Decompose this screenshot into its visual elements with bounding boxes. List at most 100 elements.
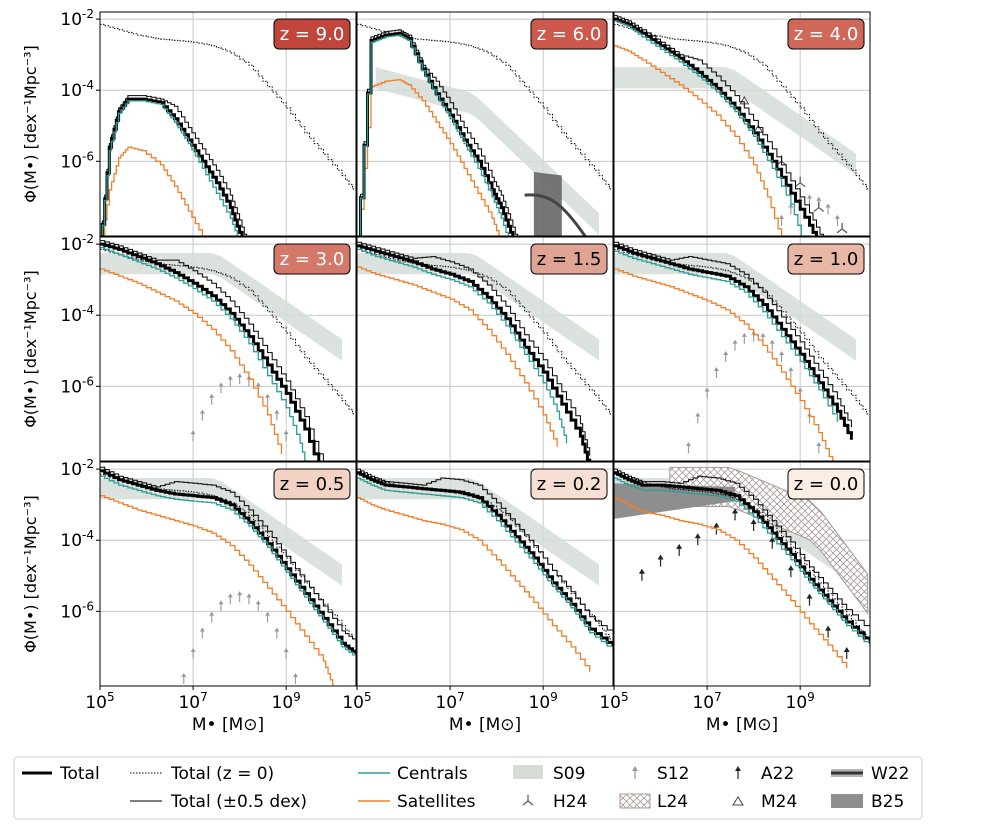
panel-plot-area [357,237,613,461]
s12-head [760,332,766,337]
panel-2: z = 6.0 [356,11,614,237]
s12-head [779,214,785,219]
y-tick-label: 10-6 [60,374,94,397]
s12-head [190,648,196,652]
panel-plot-area [100,237,356,461]
redshift-badge [273,468,351,500]
s12-marker [806,194,812,206]
satellites-curve [614,496,848,669]
s12-marker [825,203,831,215]
s12-marker [283,430,289,442]
panel-frame [356,461,614,687]
s12-head [779,351,785,356]
axes-labels: 10-2 10-4 10-6 Φ(M•) [dex⁻¹Mpc⁻³] 10-2 10-4 10… [21,7,815,735]
total-curve [357,244,592,461]
redshift-badge [530,18,608,50]
s12-marker [227,593,233,605]
panel-frame [99,11,357,237]
y-tick-label: 10-4 [60,528,94,551]
y-axis-label: Φ(M•) [dex⁻¹Mpc⁻³] [21,45,40,203]
s12-marker [237,373,243,385]
s12-marker [227,375,233,387]
satellites-curve [614,45,783,236]
x-axis-label: M• [M⊙] [706,715,778,735]
satellites-curve [101,146,207,236]
s12-marker [265,611,271,623]
s12-head [769,339,775,344]
s12-head [274,627,280,632]
s12-head [283,430,289,435]
legend-l24-label: L24 [657,792,688,812]
s12-marker [265,393,271,405]
s12-marker [199,627,205,639]
s12-marker [237,591,243,603]
panel-frame [356,11,614,237]
s09-band [375,67,599,235]
panel-6: z = 1.0 [613,236,871,462]
y-tick-label: 10-6 [60,599,94,622]
s12-head [190,430,196,435]
centrals-curve [100,475,356,658]
a22-marker [806,593,813,606]
redshift-label: z = 9.0 [280,24,345,45]
s12-head [732,339,738,344]
x-tick-label: 107 [435,690,464,713]
satellites-curve [100,268,283,454]
legend-satellites-label: Satellites [397,792,476,812]
s12-head [741,332,747,337]
s12-marker [218,600,224,612]
redshift-badge [787,18,865,50]
s12-head [788,203,794,208]
a22-head [638,568,645,574]
s12-head [246,593,252,598]
total-z0-curve [357,248,613,419]
total-z0-curve [614,23,870,194]
satellites-curve [357,266,558,447]
legend-l24-swatch [619,793,651,809]
s12-head [292,673,298,678]
total-curve [100,242,321,461]
a22-marker [638,568,645,581]
legend-s12-marker [632,766,638,779]
satellites-curve [357,496,591,672]
panel-frame [613,461,871,687]
s12-marker [190,430,196,442]
l24-band [669,466,869,615]
s12-head [806,194,812,199]
h24-marker [836,222,848,234]
legend-h24-label: H24 [553,792,587,812]
total-pm-curve [614,468,870,631]
s12-marker [209,393,215,405]
total-z0-curve [614,248,870,419]
a22-head [732,508,739,514]
total-pm-curve [614,241,852,428]
a22-marker [676,543,683,556]
x-tick-label: 105 [599,690,628,713]
s09-band [100,253,342,361]
redshift-label: z = 3.0 [280,249,345,270]
x-tick-label: 109 [529,690,558,713]
panel-frame [356,236,614,462]
s12-head [685,442,691,447]
s09-band [614,253,856,361]
s12-head [695,412,701,417]
redshift-label: z = 4.0 [794,24,859,45]
s12-head [834,214,840,219]
s12-head [227,593,233,598]
centrals-curve [357,248,568,444]
a22-marker [825,625,832,638]
s12-head [797,387,803,392]
redshift-label: z = 0.5 [280,474,345,495]
s12-marker [732,339,738,351]
s12-marker [788,203,794,215]
legend-m24-marker [732,796,744,806]
s12-head [265,393,271,398]
s12-head [797,196,803,201]
panel-frame [99,236,357,462]
total-curve [614,244,853,440]
a22-head [657,554,664,560]
h24-marker [794,176,806,188]
x-tick-label: 107 [178,690,207,713]
redshift-badge [530,243,608,275]
s12-marker [292,673,298,685]
